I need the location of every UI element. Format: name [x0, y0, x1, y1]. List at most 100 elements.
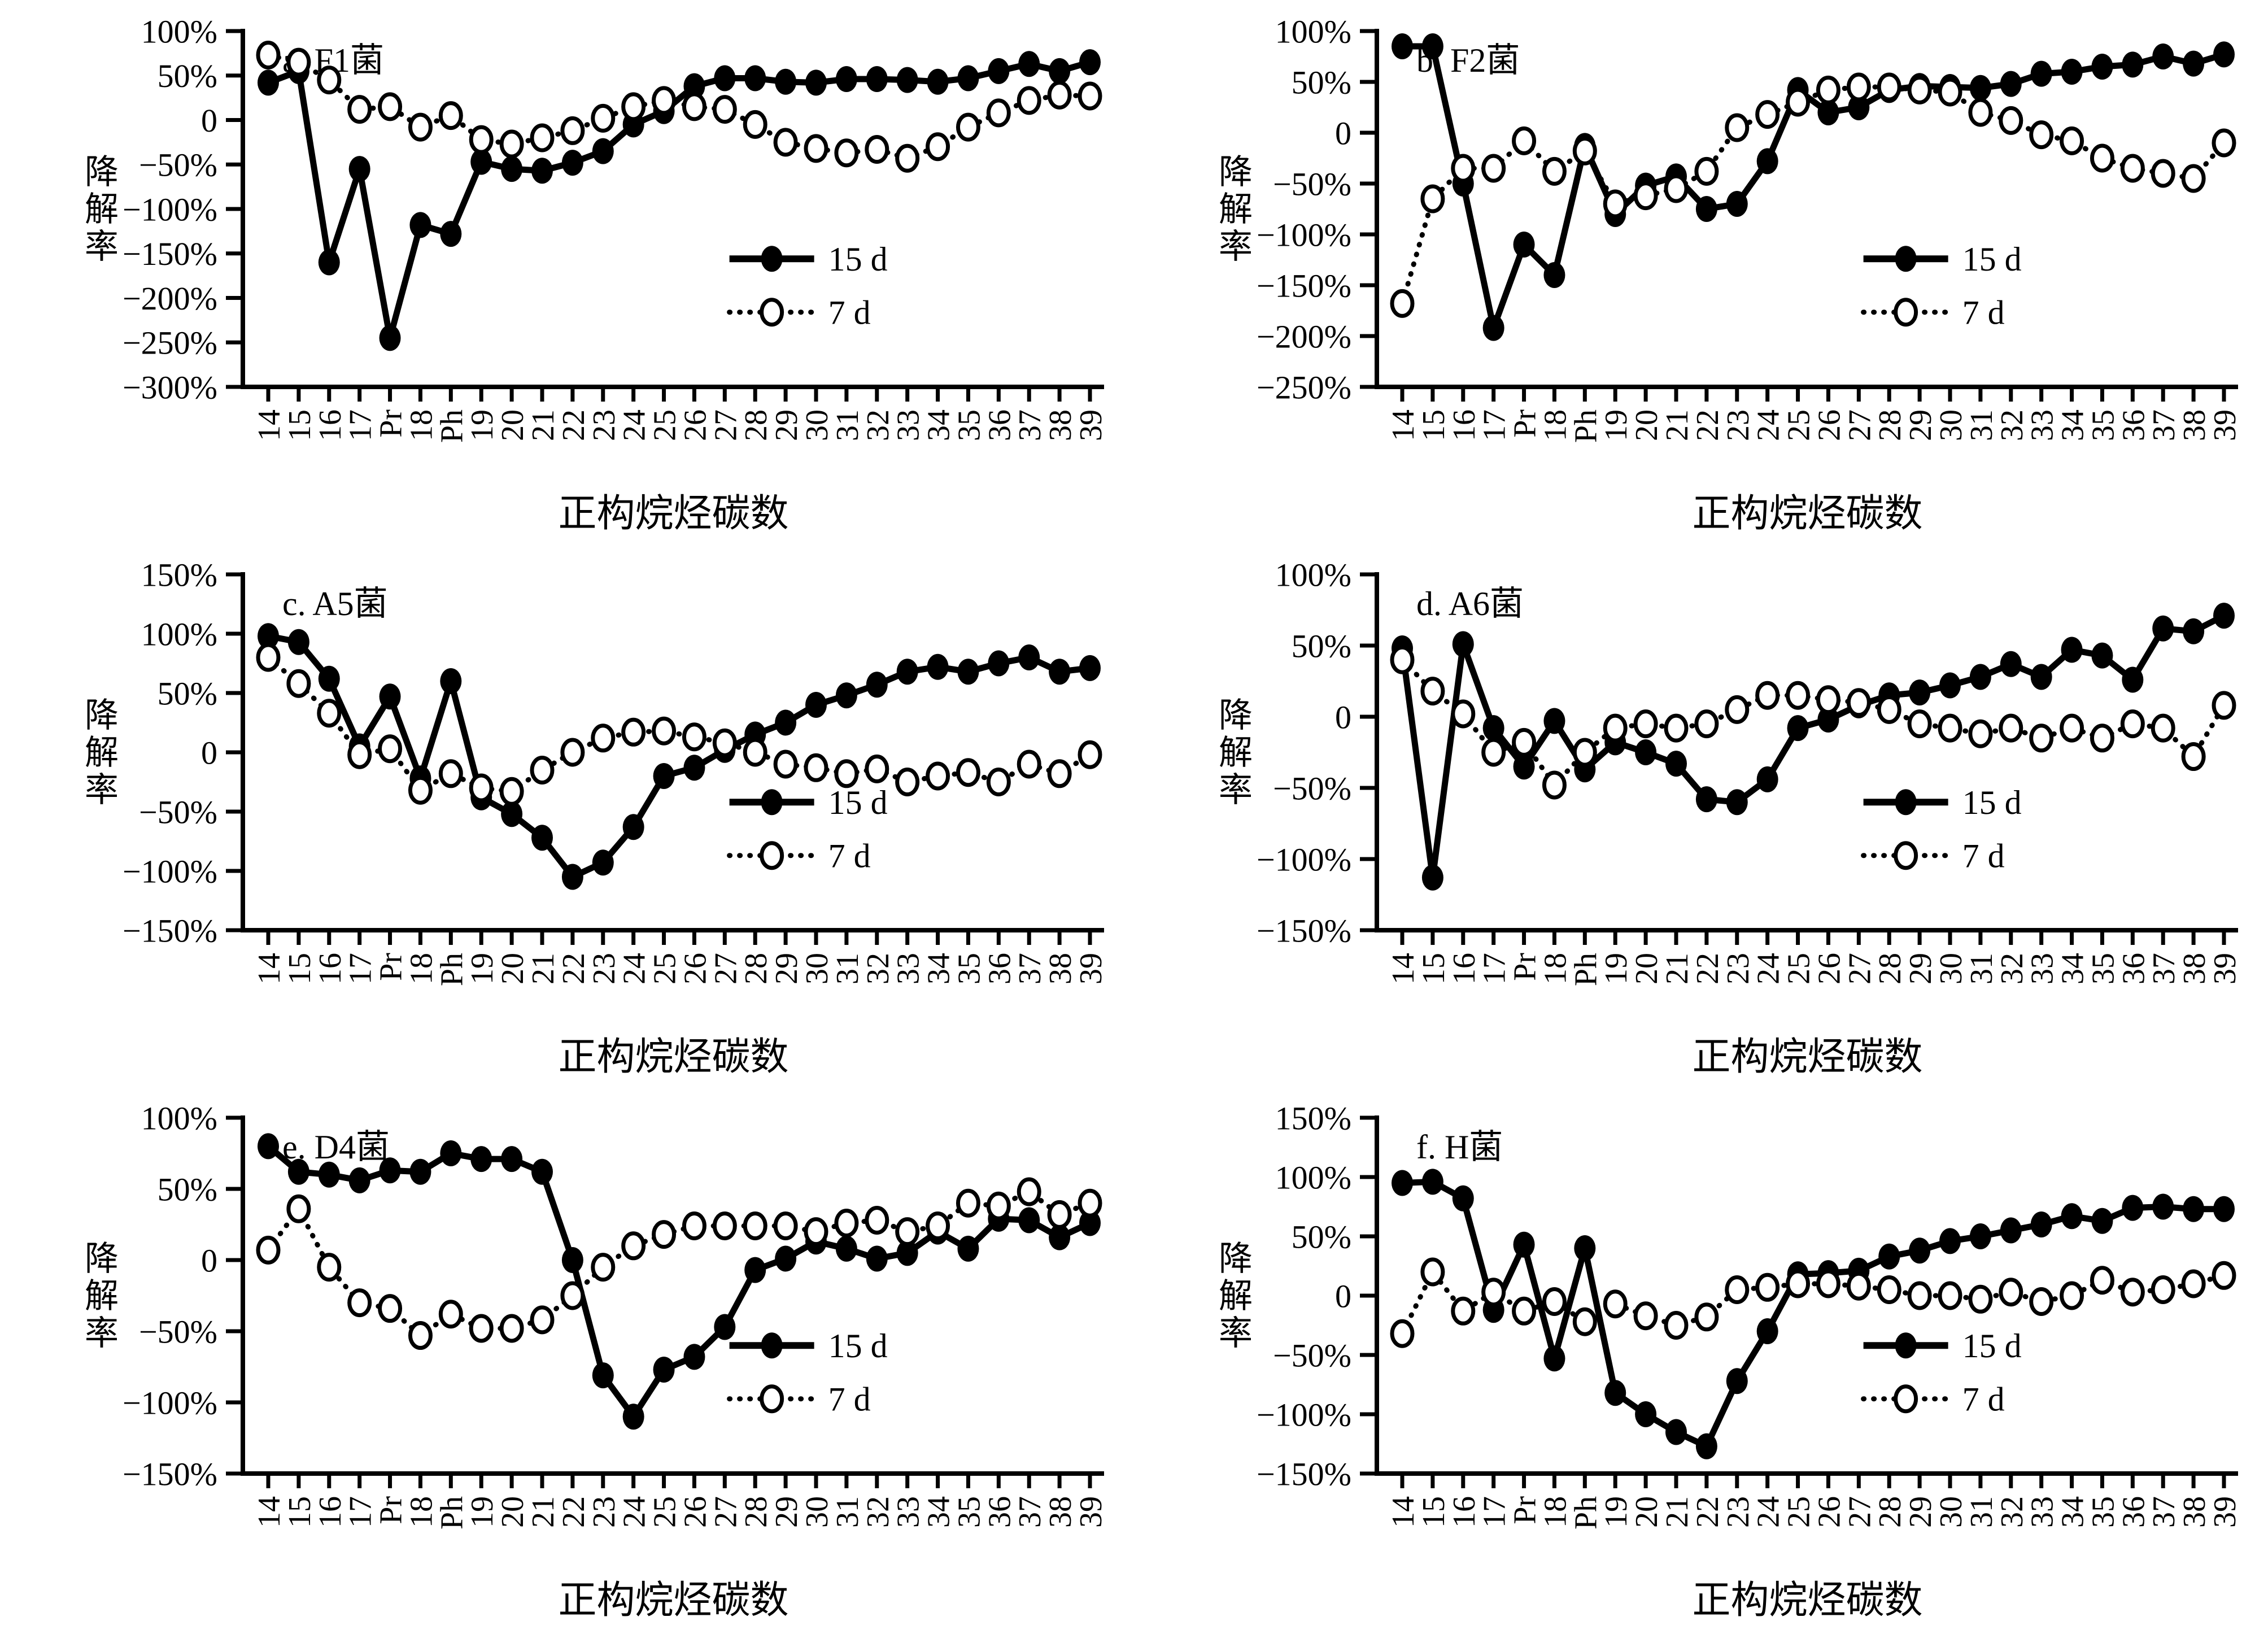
data-point-15d	[287, 629, 309, 655]
series-line-15d	[1402, 1178, 2224, 1451]
data-point-7d	[1017, 749, 1041, 779]
y-tick-label: −50%	[139, 147, 217, 184]
data-point-7d	[1846, 688, 1871, 717]
data-point-15d	[2152, 615, 2174, 642]
x-axis-title: 正构烷烃碳数	[558, 1035, 788, 1078]
x-tick-label: 37	[2147, 409, 2182, 441]
data-point-15d	[440, 668, 462, 694]
x-tick-label: 29	[1903, 1496, 1938, 1528]
y-axis-title-char: 解	[85, 191, 119, 228]
data-point-7d	[1877, 695, 1901, 724]
chart-b: 100% 50% 0 −50% −100% −150% −200% −250% 14151617…	[1219, 13, 2243, 535]
data-point-7d	[773, 128, 798, 157]
x-tick-label: 36	[2116, 1496, 2151, 1528]
data-point-7d	[986, 1191, 1011, 1221]
y-axis-title-char: 降	[85, 697, 119, 734]
y-tick-label: −100%	[123, 1384, 217, 1421]
y-tick-label: −100%	[1257, 841, 1351, 878]
x-axis-title: 正构烷烃碳数	[1692, 492, 1922, 535]
x-tick-label: 15	[1416, 409, 1451, 441]
data-point-7d	[1047, 1200, 1072, 1229]
x-tick-label: 28	[739, 409, 774, 441]
data-point-15d	[2122, 666, 2144, 693]
data-point-7d	[986, 98, 1011, 128]
data-point-7d	[1816, 75, 1840, 104]
data-point-7d	[895, 1217, 920, 1247]
data-point-7d	[1542, 770, 1567, 800]
data-point-7d	[530, 1305, 555, 1335]
y-axis-title-char: 降	[1219, 1240, 1253, 1278]
x-tick-label: 19	[465, 409, 500, 441]
legend-marker-filled-circle	[761, 246, 783, 272]
y-tick-label: 50%	[158, 58, 217, 94]
data-point-15d	[1574, 1235, 1596, 1261]
legend-label: 15 d	[1962, 1327, 2022, 1365]
x-tick-label: 39	[1074, 409, 1109, 441]
data-point-7d	[1542, 156, 1567, 186]
series-line-7d	[265, 53, 1093, 161]
data-point-7d	[621, 1231, 646, 1261]
data-point-15d	[1392, 1170, 1413, 1196]
data-point-15d	[805, 69, 827, 96]
data-point-15d	[1969, 664, 1991, 690]
x-tick-label: 34	[2056, 1496, 2091, 1528]
x-tick-label: 14	[1386, 953, 1421, 984]
data-point-15d	[318, 665, 340, 692]
x-tick-label: 39	[1074, 953, 1109, 984]
x-tick-label: 17	[343, 953, 378, 984]
x-tick-label: 17	[343, 409, 378, 441]
data-point-15d	[1482, 315, 1504, 341]
data-point-7d	[1047, 80, 1072, 110]
x-tick-label: 19	[1599, 1496, 1634, 1528]
legend-label: 15 d	[1962, 784, 2022, 821]
data-point-15d	[592, 1362, 614, 1389]
data-point-7d	[1078, 81, 1102, 111]
x-axis-title: 正构烷烃碳数	[558, 492, 788, 535]
data-point-7d	[773, 1211, 798, 1241]
data-point-15d	[1543, 708, 1565, 734]
data-point-15d	[1635, 739, 1657, 765]
x-tick-label: 27	[1842, 953, 1877, 984]
x-tick-label: 15	[1416, 953, 1451, 984]
y-axis-title-char: 率	[85, 1315, 119, 1352]
data-point-15d	[1817, 99, 1839, 125]
x-tick-label: 35	[952, 409, 987, 441]
data-point-7d	[438, 759, 463, 788]
data-point-7d	[1633, 1301, 1658, 1331]
data-point-15d	[775, 709, 797, 736]
x-tick-label: 36	[2116, 953, 2151, 984]
data-point-7d	[1512, 1296, 1537, 1326]
data-point-15d	[379, 325, 401, 351]
data-point-7d	[926, 132, 950, 162]
y-tick-label: 0	[201, 1242, 217, 1279]
y-axis-title-char: 解	[1219, 191, 1253, 228]
x-tick-label: 32	[861, 1496, 896, 1528]
data-point-7d	[408, 112, 433, 142]
data-point-15d	[379, 683, 401, 710]
data-point-7d	[1907, 709, 1932, 739]
data-point-7d	[895, 768, 920, 796]
data-point-7d	[2060, 713, 2084, 743]
data-point-7d	[2212, 691, 2236, 720]
x-tick-label: Ph	[1568, 1496, 1603, 1529]
y-tick-label: −100%	[1257, 1396, 1351, 1433]
data-point-15d	[1018, 1207, 1040, 1234]
data-point-15d	[1049, 1224, 1071, 1250]
data-point-15d	[2000, 1217, 2022, 1244]
data-point-15d	[1695, 786, 1717, 813]
x-tick-label: 38	[1043, 953, 1078, 984]
data-point-15d	[2152, 1193, 2174, 1220]
x-tick-label: 31	[1964, 409, 1999, 441]
x-tick-label: 20	[1629, 1496, 1664, 1528]
x-tick-label: 25	[1782, 953, 1817, 984]
data-point-7d	[2120, 154, 2145, 183]
x-tick-label: 34	[2056, 409, 2091, 441]
y-tick-label: 50%	[158, 1171, 217, 1208]
x-tick-label: 18	[1538, 1496, 1573, 1528]
x-tick-label: 31	[830, 1496, 865, 1528]
data-point-15d	[287, 1158, 309, 1185]
y-axis-title-char: 率	[85, 228, 119, 265]
data-point-7d	[2090, 724, 2114, 753]
legend-label: 15 d	[828, 241, 888, 278]
